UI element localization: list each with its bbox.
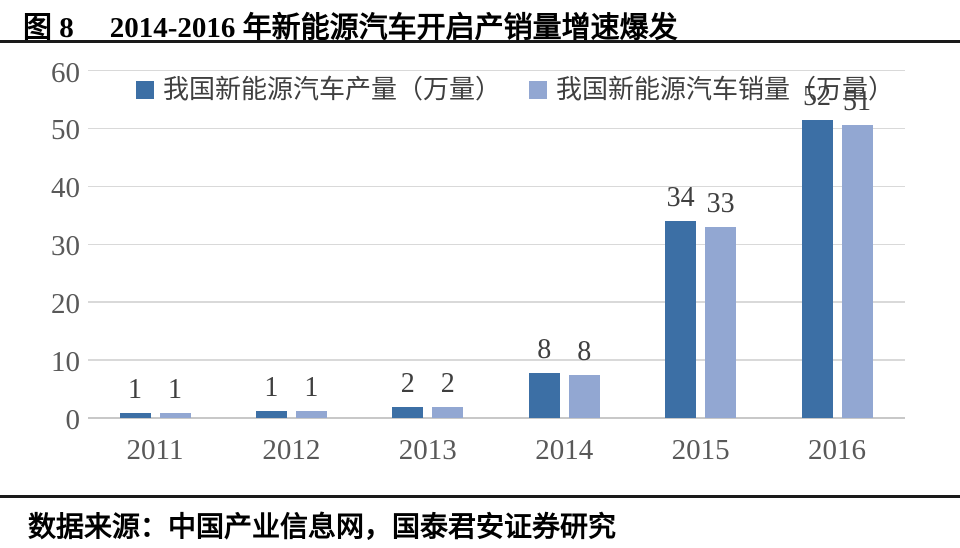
bar-value-label: 51 [843,85,871,117]
x-tick-label: 2012 [262,434,321,466]
figure-label: 图 8 [23,12,74,44]
bar [528,372,560,418]
gridline [88,127,905,130]
bar-value-label: 2 [400,367,415,399]
gridline [88,185,905,188]
gridline [88,359,905,361]
y-tick-label: 10 [51,346,80,379]
gridline [88,69,905,72]
bar-value-label: 1 [264,372,279,404]
figure-header: 图 8 2014-2016 年新能源汽车开启产销量增速爆发 [23,4,960,46]
y-tick-label: 20 [51,288,80,321]
y-tick-label: 60 [51,56,80,89]
y-tick-label: 30 [51,230,80,263]
gridline [88,243,905,245]
bar-chart: 0 10 20 30 40 50 60 我国新能源汽车产量（万量） 我国新能源汽车销量（万量） 1… [51,56,905,466]
bar-value-label: 1 [168,374,182,406]
bar-value-label: 1 [128,374,142,406]
header-rule [0,40,960,43]
bar [159,413,191,418]
data-source: 数据来源：中国产业信息网，国泰君安证券研究 [28,512,617,543]
y-tick-label: 50 [51,114,80,147]
figure-title: 2014-2016 年新能源汽车开启产销量增速爆发 [109,12,678,44]
legend-label: 我国新能源汽车产量（万量） [163,75,502,104]
x-tick-label: 2013 [398,434,457,466]
x-tick-label: 2016 [808,434,866,466]
bar [665,221,697,418]
gridline [88,417,905,419]
legend-swatch [136,81,154,99]
legend-label: 我国新能源汽车销量（万量） [556,75,895,104]
bar [119,413,151,418]
bar-value-label: 8 [577,335,592,367]
footer-rule [0,495,960,498]
bar-value-label: 8 [537,333,552,365]
x-tick-label: 2014 [535,434,594,466]
legend-swatch [529,81,547,99]
x-tick-label: 2011 [126,434,184,466]
bar-value-label: 2 [440,367,455,399]
bar-value-label: 1 [304,372,319,404]
bar-value-label: 33 [706,187,735,219]
bar [568,374,600,418]
bar [801,119,833,418]
bar [255,411,287,418]
y-tick-label: 0 [65,404,81,436]
bar-value-label: 52 [803,80,831,112]
x-tick-label: 2015 [671,434,730,466]
y-tick-label: 40 [51,172,80,205]
bar [392,406,424,418]
bar [841,124,873,418]
gridline [88,301,905,303]
bar-value-label: 34 [666,182,695,214]
bar [705,226,737,418]
bar [432,406,464,418]
bar [295,411,327,418]
